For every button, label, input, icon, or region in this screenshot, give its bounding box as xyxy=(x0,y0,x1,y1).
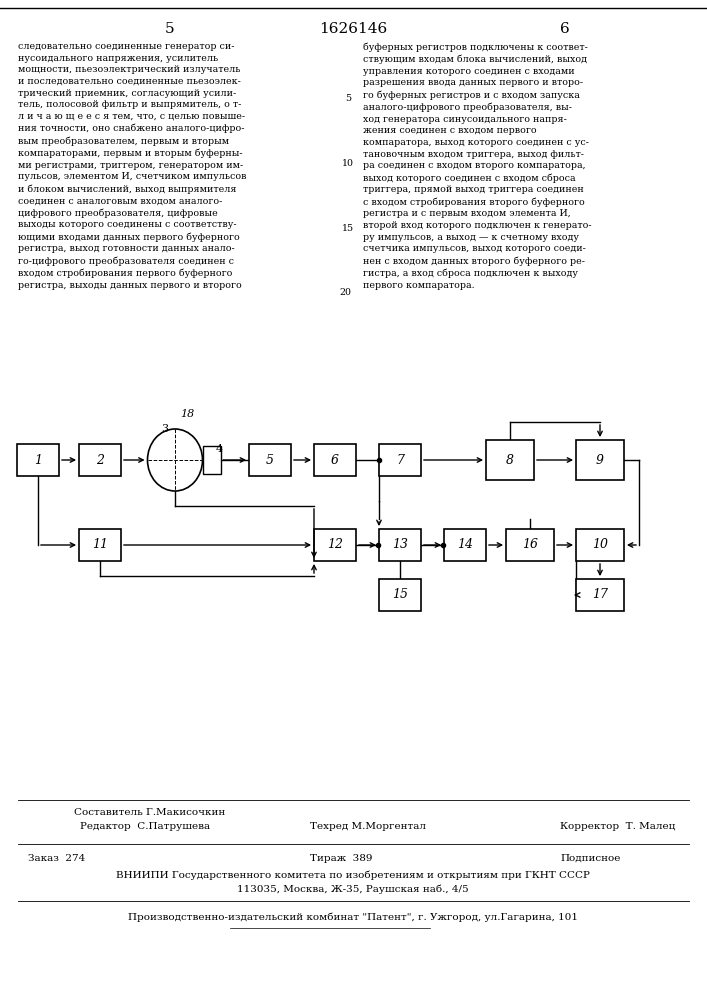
Text: 113035, Москва, Ж-35, Раушская наб., 4/5: 113035, Москва, Ж-35, Раушская наб., 4/5 xyxy=(237,884,469,894)
Bar xyxy=(314,529,356,561)
Text: 5: 5 xyxy=(266,454,274,466)
Bar xyxy=(79,444,121,476)
Bar xyxy=(249,444,291,476)
Bar xyxy=(17,444,59,476)
Bar xyxy=(79,529,121,561)
Text: Производственно-издательский комбинат "Патент", г. Ужгород, ул.Гагарина, 101: Производственно-издательский комбинат "П… xyxy=(128,913,578,922)
Bar xyxy=(379,444,421,476)
Text: Составитель Г.Макисочкин: Составитель Г.Макисочкин xyxy=(74,808,226,817)
Text: 6: 6 xyxy=(331,454,339,466)
Text: 6: 6 xyxy=(560,22,570,36)
Text: 8: 8 xyxy=(506,454,514,466)
Text: 14: 14 xyxy=(457,538,473,552)
Bar xyxy=(379,579,421,611)
Text: 4: 4 xyxy=(216,444,223,454)
Bar xyxy=(444,529,486,561)
Text: 15: 15 xyxy=(342,224,354,233)
Text: Редактор  С.Патрушева: Редактор С.Патрушева xyxy=(80,822,210,831)
Text: 16: 16 xyxy=(522,538,538,552)
Text: 5: 5 xyxy=(345,94,351,103)
Text: 13: 13 xyxy=(392,538,408,552)
Text: 7: 7 xyxy=(396,454,404,466)
Text: Заказ  274: Заказ 274 xyxy=(28,854,86,863)
Text: следовательно соединенные генератор си-
нусоидального напряжения, усилитель
мощн: следовательно соединенные генератор си- … xyxy=(18,42,247,290)
Text: 3: 3 xyxy=(161,424,168,434)
Text: Тираж  389: Тираж 389 xyxy=(310,854,373,863)
Text: 9: 9 xyxy=(596,454,604,466)
Text: ВНИИПИ Государственного комитета по изобретениям и открытиям при ГКНТ СССР: ВНИИПИ Государственного комитета по изоб… xyxy=(116,870,590,880)
Text: 17: 17 xyxy=(592,588,608,601)
Text: 5: 5 xyxy=(165,22,175,36)
Text: 10: 10 xyxy=(342,159,354,168)
Text: 15: 15 xyxy=(392,588,408,601)
Bar xyxy=(576,440,624,480)
Text: 20: 20 xyxy=(339,288,351,297)
Text: 2: 2 xyxy=(96,454,104,466)
Text: Техред М.Моргентал: Техред М.Моргентал xyxy=(310,822,426,831)
Bar xyxy=(202,446,221,474)
Ellipse shape xyxy=(148,429,202,491)
Text: 11: 11 xyxy=(92,538,108,552)
Bar xyxy=(576,579,624,611)
Text: 1626146: 1626146 xyxy=(319,22,387,36)
Bar xyxy=(576,529,624,561)
Text: 12: 12 xyxy=(327,538,343,552)
Bar xyxy=(506,529,554,561)
Bar xyxy=(314,444,356,476)
Bar xyxy=(379,529,421,561)
Text: буферных регистров подключены к соответ-
ствующим входам блока вычислений, выход: буферных регистров подключены к соответ-… xyxy=(363,42,592,290)
Text: Корректор  Т. Малец: Корректор Т. Малец xyxy=(560,822,675,831)
Bar xyxy=(486,440,534,480)
Text: 10: 10 xyxy=(592,538,608,552)
Text: 18: 18 xyxy=(180,409,194,419)
Text: 1: 1 xyxy=(34,454,42,466)
Text: Подписное: Подписное xyxy=(560,854,620,863)
